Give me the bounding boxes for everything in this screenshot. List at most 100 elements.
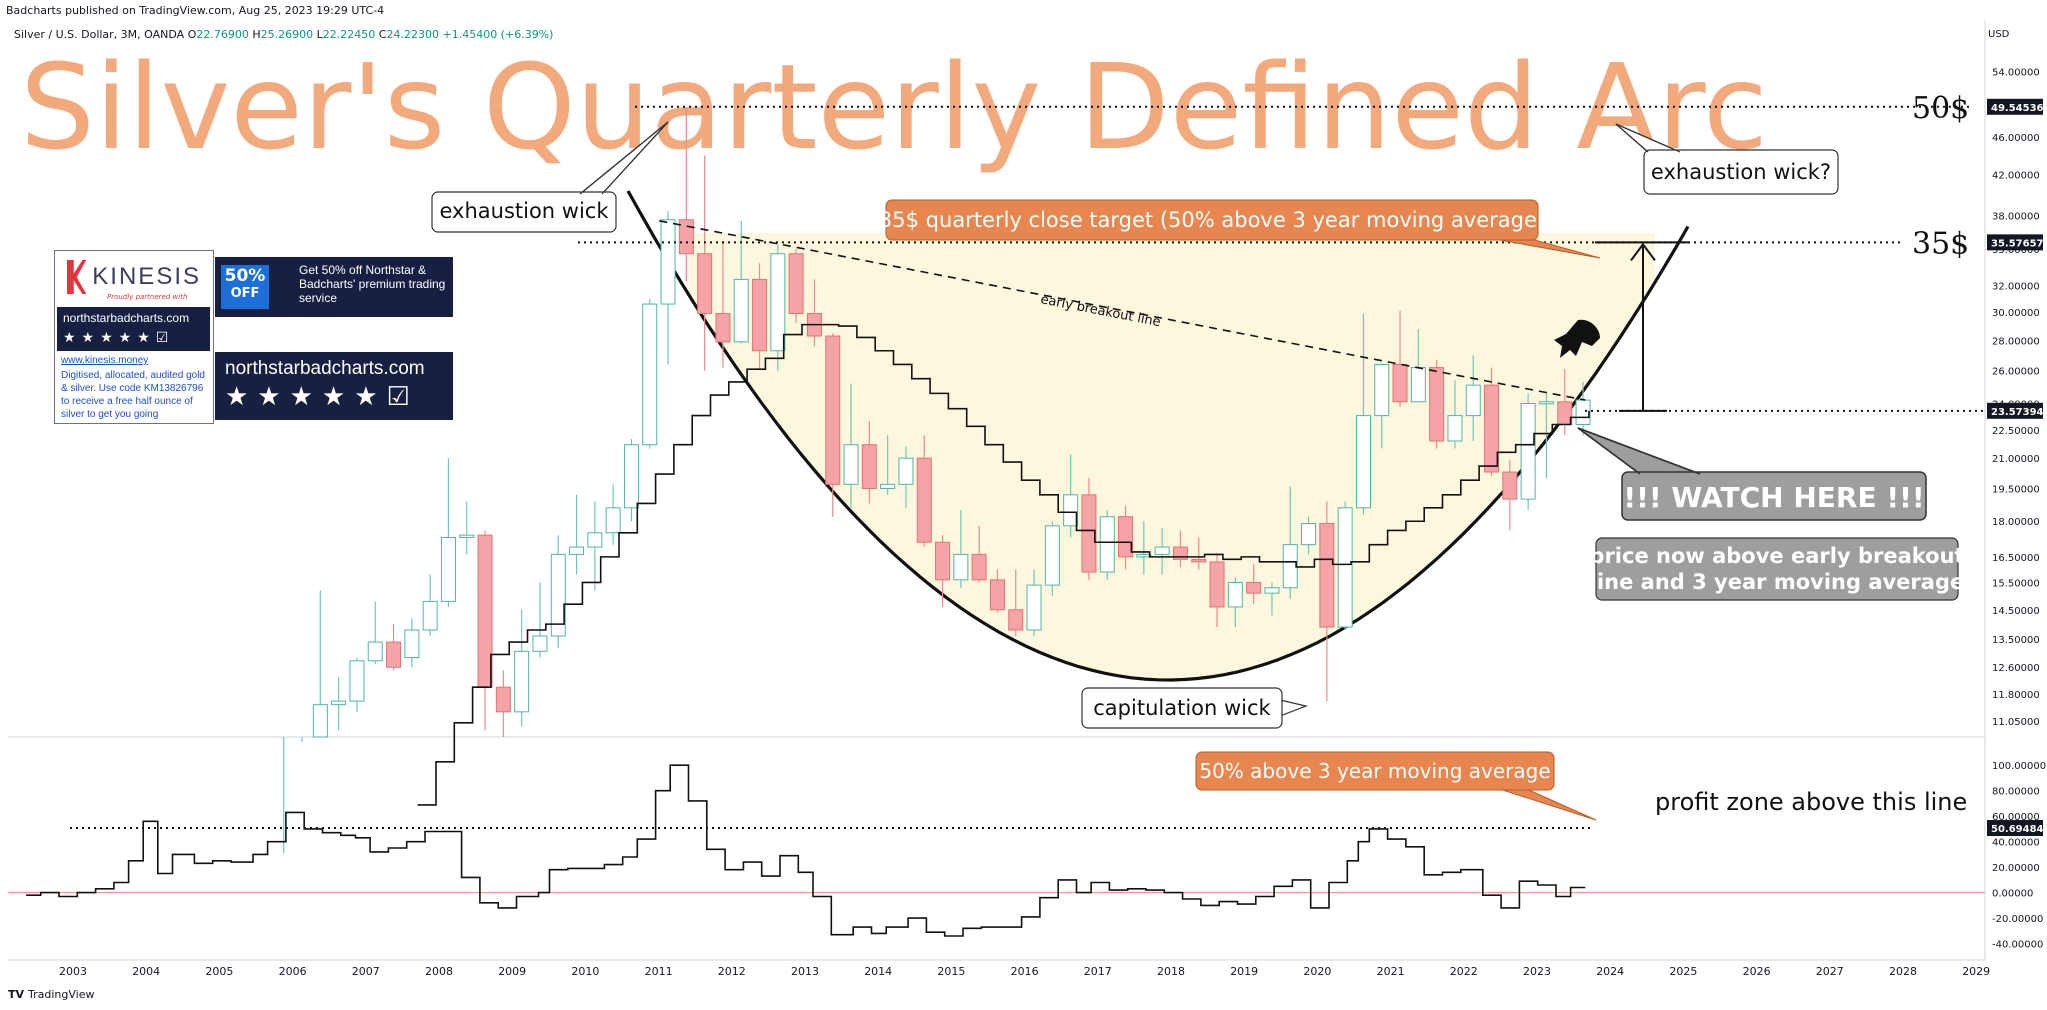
- kinesis-ad[interactable]: KINESIS Proudly partnered with northstar…: [54, 250, 214, 424]
- x-tick-label: 2023: [1523, 965, 1551, 978]
- candle-body: [935, 541, 951, 581]
- candle: [440, 458, 456, 607]
- y-tick-label: 26.00000: [1992, 367, 2040, 378]
- candle-body: [1301, 523, 1317, 546]
- offer-banner[interactable]: 50% OFF Get 50% off Northstar & Badchart…: [215, 257, 453, 317]
- candle-body: [715, 313, 731, 343]
- legend-open: 22.76900: [196, 28, 249, 41]
- x-tick-label: 2018: [1157, 965, 1185, 978]
- candle-body: [587, 532, 603, 548]
- candle: [843, 383, 859, 508]
- watch-pointer-b: [1577, 427, 1641, 475]
- x-tick-label: 2016: [1011, 965, 1039, 978]
- candle: [550, 535, 566, 649]
- tradingview-footer[interactable]: TV TradingView: [8, 988, 95, 1001]
- candle: [1099, 510, 1115, 580]
- target-callout-text: 35$ quarterly close target (50% above 3 …: [879, 208, 1545, 232]
- ma-3y-line: [417, 323, 1590, 806]
- x-tick-label: 2022: [1450, 965, 1478, 978]
- y-tick-label: 35.00000: [1992, 245, 2040, 256]
- osc-y-tick-label: -20.00000: [1992, 914, 2043, 925]
- candle: [1118, 505, 1134, 570]
- y-tick-label: 54.00000: [1992, 68, 2040, 79]
- candle: [495, 670, 511, 737]
- candle-body: [1136, 553, 1152, 558]
- kinesis-k-icon: [67, 260, 87, 294]
- candle-body: [752, 278, 768, 352]
- candle-body: [733, 278, 749, 343]
- legend-low: 22.22450: [322, 28, 376, 41]
- price-label: 23.57394: [1991, 407, 2044, 418]
- candle: [733, 220, 749, 344]
- candle: [989, 569, 1005, 613]
- candle: [1465, 355, 1481, 441]
- candle-body: [1026, 584, 1042, 631]
- exhaustion-wick-callout-box: [431, 191, 617, 233]
- price-note-box-box: [1595, 537, 1959, 601]
- target-callout-box: [885, 199, 1539, 241]
- candle: [1520, 393, 1536, 511]
- exhaustion-wick-callout-text: exhaustion wick: [439, 199, 609, 223]
- candle: [1044, 521, 1060, 596]
- offer-off: OFF: [230, 286, 260, 301]
- candle: [880, 435, 896, 495]
- kinesis-link[interactable]: www.kinesis.money: [61, 355, 149, 366]
- candle: [1301, 516, 1317, 555]
- candle: [1264, 582, 1280, 616]
- exhaustion-pointer-b: [601, 121, 669, 195]
- candle-body: [1392, 363, 1408, 403]
- candle-body: [1081, 494, 1097, 573]
- candle-body: [312, 704, 328, 738]
- osc-y-tick-label: 60.00000: [1992, 812, 2040, 823]
- capitulation-callout-text: capitulation wick: [1093, 696, 1271, 720]
- price-label-box: [1987, 98, 2043, 115]
- price-note-box-text: line and 3 year moving average: [1590, 570, 1964, 594]
- osc-callout-box: [1195, 751, 1555, 791]
- candle-body: [386, 641, 402, 668]
- candle: [331, 677, 347, 731]
- osc-callout-text: 50% above 3 year moving average: [1199, 759, 1550, 783]
- candle: [1008, 569, 1024, 636]
- x-tick-label: 2019: [1230, 965, 1258, 978]
- capitulation-callout-tail: [1279, 699, 1309, 717]
- candle-body: [697, 253, 713, 315]
- candle: [752, 263, 768, 370]
- x-tick-label: 2007: [352, 965, 380, 978]
- watch-pointer-a: [1577, 427, 1701, 475]
- x-tick-label: 2011: [645, 965, 673, 978]
- legend-change: +1.45400 (+6.39%): [442, 28, 554, 41]
- candle-body: [605, 507, 621, 534]
- candle-body: [1355, 415, 1371, 509]
- price-label: 35.57657: [1991, 238, 2044, 249]
- northstar-stars: ★★★★★☑: [225, 382, 419, 412]
- y-tick-label: 18.00000: [1992, 517, 2040, 528]
- x-tick-label: 2027: [1816, 965, 1844, 978]
- x-tick-label: 2015: [937, 965, 965, 978]
- x-tick-label: 2017: [1084, 965, 1112, 978]
- candle-body: [843, 444, 859, 485]
- y-tick-label: 15.50000: [1992, 578, 2040, 589]
- candle-body: [1063, 494, 1079, 527]
- candle: [1392, 310, 1408, 407]
- candle-body: [1520, 402, 1536, 500]
- candle-body: [1282, 544, 1298, 589]
- exhaustion-wick-q-callout-text: exhaustion wick?: [1651, 160, 1831, 184]
- candle: [1081, 478, 1097, 580]
- symbol-legend: Silver / U.S. Dollar, 3M, OANDA O22.7690…: [14, 28, 553, 41]
- tradingview-brand: TradingView: [28, 988, 95, 1001]
- northstar-banner[interactable]: northstarbadcharts.com ★★★★★☑: [215, 352, 453, 420]
- candle: [477, 530, 493, 731]
- price-note-box-text: price now above early breakout: [1589, 544, 1964, 568]
- candle: [569, 494, 585, 575]
- candle-body: [422, 600, 438, 631]
- x-tick-label: 2013: [791, 965, 819, 978]
- candle: [953, 510, 969, 588]
- candle-body: [495, 686, 511, 713]
- osc-y-tick-label: 80.00000: [1992, 787, 2040, 798]
- y-tick-label: 11.80000: [1992, 690, 2040, 701]
- candle: [825, 333, 841, 517]
- y-tick-label: 28.00000: [1992, 336, 2040, 347]
- x-tick-label: 2025: [1669, 965, 1697, 978]
